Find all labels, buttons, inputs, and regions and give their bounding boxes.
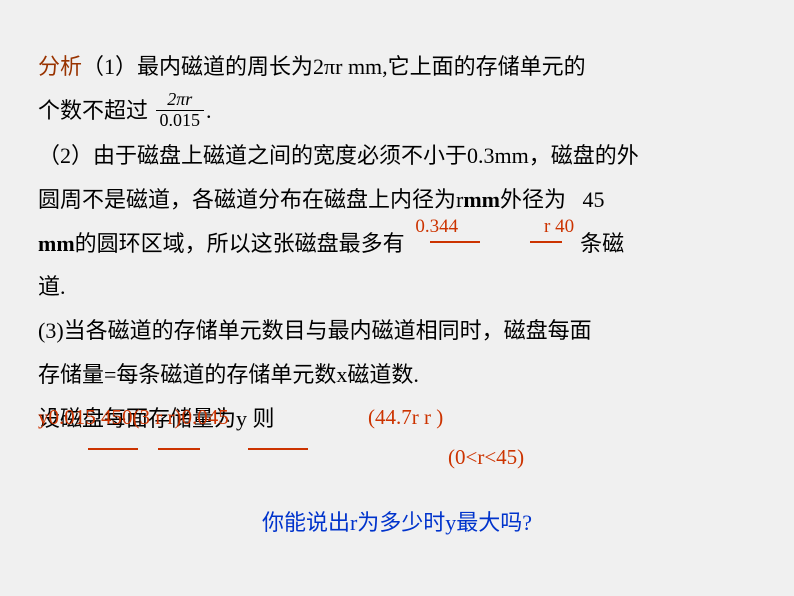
line10: (0<r<45) (38, 442, 756, 480)
line2-suffix: . (206, 98, 212, 123)
line5c: 条磁 (580, 231, 624, 256)
analysis-label: 分析 (38, 54, 82, 79)
line4: 圆周不是磁道，各磁道分布在磁盘上内径为r0.344mm外径为r 40 45 (38, 179, 756, 221)
analysis-line2: 个数不超过 2πr 0.015 . (38, 90, 756, 133)
line9-red-left: y0.015 450(3 r r)0.045 (38, 398, 229, 438)
line6: 道. (38, 266, 756, 308)
line4e: 45 (583, 187, 605, 212)
line9-red-right: (44.7r r ) (368, 398, 443, 438)
question: 你能说出r为多少时y最大吗? (38, 502, 756, 544)
redline-3 (88, 448, 138, 450)
frac-numerator: 2πr (156, 90, 205, 111)
line5: mm的圆环区域，所以这张磁盘最多有 条磁 (38, 223, 756, 265)
line3: （2）由于磁盘上磁道之间的宽度必须不小于0.3mm，磁盘的外 (38, 135, 756, 177)
analysis-line1: 分析（1）最内磁道的周长为2πr mm,它上面的存储单元的 (38, 46, 756, 88)
frac-denominator: 0.015 (156, 111, 205, 131)
fraction: 2πr 0.015 (156, 90, 205, 131)
line10-right: (0<r<45) (448, 438, 524, 478)
redline-2 (530, 241, 562, 243)
line2-prefix: 个数不超过 (38, 98, 148, 123)
line7: (3)当各磁道的存储单元数目与最内磁道相同时，磁盘每面 (38, 310, 756, 352)
line4c: mm (463, 187, 500, 212)
line9: 设磁盘每面存储量为y 则 y0.015 450(3 r r)0.045 (44.… (38, 398, 756, 440)
line8: 存储量=每条磁道的存储单元数x磁道数. (38, 354, 756, 396)
line4a: 圆周不是磁道，各磁道分布在磁盘上内径为 (38, 187, 456, 212)
line5b: 的圆环区域，所以这张磁盘最多有 (75, 231, 405, 256)
redline-5 (248, 448, 308, 450)
line1-text: （1）最内磁道的周长为2πr mm,它上面的存储单元的 (82, 54, 586, 79)
line5a: mm (38, 231, 75, 256)
redline-1 (430, 241, 480, 243)
redline-4 (158, 448, 200, 450)
